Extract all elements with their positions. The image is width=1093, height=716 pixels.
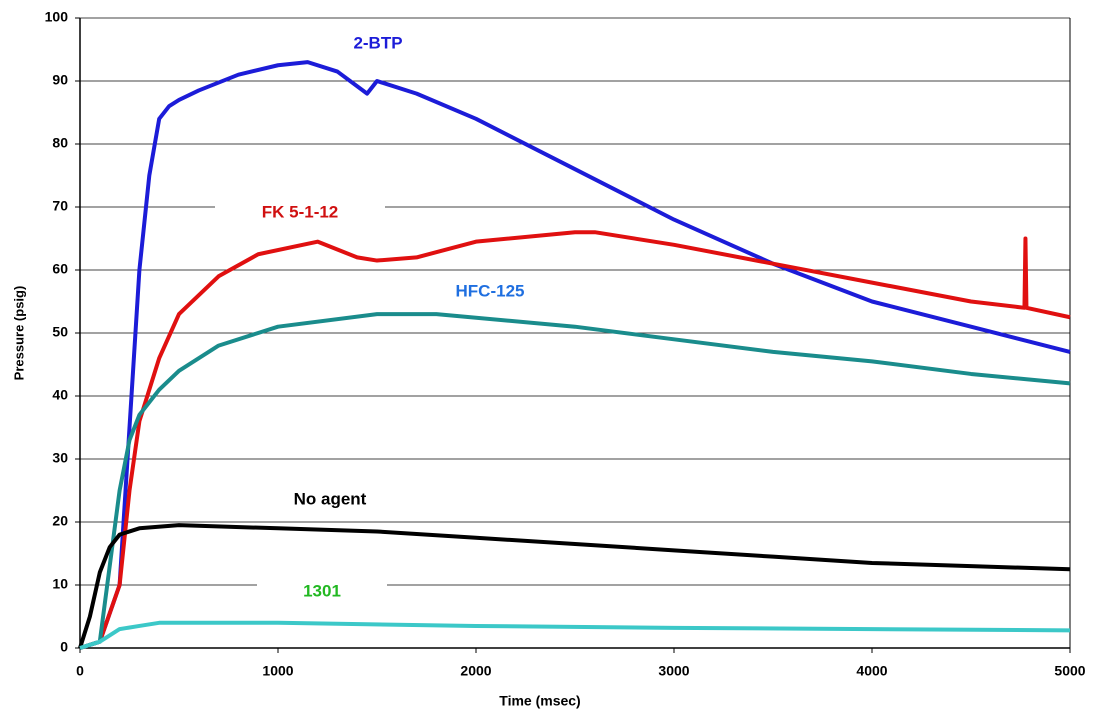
- label-background: [318, 32, 438, 56]
- label-background: [257, 580, 387, 604]
- y-tick-label: 50: [52, 324, 68, 340]
- series-line: [78, 523, 1071, 649]
- y-tick-label: 100: [45, 9, 69, 25]
- x-tick-label: 3000: [658, 663, 689, 679]
- y-tick-label: 60: [52, 261, 68, 277]
- label-background: [255, 488, 405, 512]
- series-line: [79, 312, 1071, 650]
- series-label: FK 5-1-12: [262, 202, 339, 221]
- y-tick-label: 30: [52, 450, 68, 466]
- series-label: 1301: [303, 581, 341, 600]
- y-tick-label: 90: [52, 72, 68, 88]
- series-label: HFC-125: [456, 281, 525, 300]
- y-tick-label: 80: [52, 135, 68, 151]
- x-tick-label: 2000: [460, 663, 491, 679]
- x-axis-label: Time (msec): [499, 693, 580, 709]
- x-tick-label: 1000: [262, 663, 293, 679]
- y-tick-label: 10: [52, 576, 68, 592]
- x-tick-label: 5000: [1054, 663, 1085, 679]
- y-tick-label: 70: [52, 198, 68, 214]
- label-background: [215, 201, 385, 225]
- series-label: 2-BTP: [353, 33, 402, 52]
- y-tick-label: 0: [60, 639, 68, 655]
- series-line: [79, 620, 1071, 650]
- y-tick-label: 20: [52, 513, 68, 529]
- series-label: No agent: [294, 489, 367, 508]
- x-tick-label: 4000: [856, 663, 887, 679]
- series-line: [79, 230, 1071, 650]
- series-line: [79, 60, 1071, 650]
- y-tick-label: 40: [52, 387, 68, 403]
- x-tick-label: 0: [76, 663, 84, 679]
- label-background: [425, 280, 555, 304]
- y-axis-label: Pressure (psig): [11, 286, 26, 381]
